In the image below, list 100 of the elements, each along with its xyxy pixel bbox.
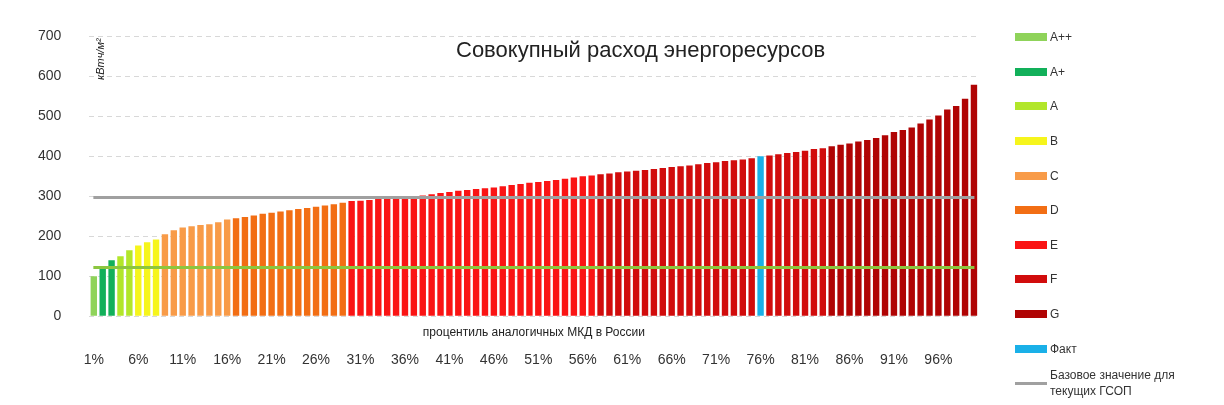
bar xyxy=(801,150,809,316)
bar xyxy=(215,222,222,316)
bar xyxy=(419,195,426,316)
bar xyxy=(890,131,898,316)
y-tick-label: 600 xyxy=(38,67,62,84)
bar xyxy=(277,211,284,316)
bar xyxy=(330,204,338,316)
bar xyxy=(472,189,480,316)
bar xyxy=(241,217,249,316)
bar xyxy=(268,212,275,316)
x-tick-label: 61% xyxy=(613,351,642,368)
bar xyxy=(677,166,684,316)
bar xyxy=(686,165,693,316)
y-tick-label: 400 xyxy=(38,147,62,164)
bar xyxy=(375,199,382,316)
legend-label: F xyxy=(1050,271,1058,288)
bar xyxy=(944,109,951,316)
bar xyxy=(99,268,106,316)
legend-label: A++ xyxy=(1050,29,1073,46)
bar xyxy=(259,213,266,316)
bar xyxy=(712,162,720,316)
bar xyxy=(704,163,711,316)
bar xyxy=(570,177,578,316)
bar xyxy=(126,250,133,316)
bar xyxy=(321,205,329,316)
y-tick-label: 100 xyxy=(38,267,62,284)
x-tick-label: 96% xyxy=(924,351,953,368)
legend-label: C xyxy=(1050,167,1059,184)
bar xyxy=(552,179,560,316)
bar xyxy=(455,190,462,316)
bar xyxy=(961,98,969,316)
y-tick-label: 500 xyxy=(38,107,62,124)
bar xyxy=(135,245,142,316)
bar xyxy=(339,202,346,316)
bar xyxy=(535,181,542,316)
bar xyxy=(508,185,515,316)
bar xyxy=(632,170,640,316)
legend-label: A+ xyxy=(1050,63,1066,80)
bar xyxy=(286,210,293,316)
bar xyxy=(846,143,853,316)
bar xyxy=(312,206,320,316)
bar xyxy=(819,148,827,316)
bar xyxy=(179,227,186,316)
bar xyxy=(624,171,631,316)
x-tick-label: 1% xyxy=(83,351,104,368)
bar xyxy=(197,225,204,316)
bar xyxy=(730,160,738,316)
bar xyxy=(935,115,942,316)
bar xyxy=(295,209,302,316)
bar xyxy=(641,169,649,316)
bar xyxy=(481,188,489,316)
bar xyxy=(250,215,258,316)
bar xyxy=(188,226,195,316)
x-tick-label: 66% xyxy=(657,351,686,368)
x-tick-label: 91% xyxy=(879,351,908,368)
legend-label: D xyxy=(1050,202,1059,219)
legend-label: B xyxy=(1050,133,1059,150)
bar xyxy=(766,155,773,316)
bar xyxy=(303,207,311,316)
x-axis-title: процентиль аналогичных МКД в России xyxy=(422,324,645,339)
bar xyxy=(232,218,240,316)
bar xyxy=(721,161,729,316)
x-tick-label: 51% xyxy=(524,351,553,368)
bar xyxy=(357,200,364,316)
legend-label: G xyxy=(1050,306,1060,323)
bar xyxy=(784,153,791,316)
bar xyxy=(161,234,169,316)
bar xyxy=(366,199,373,316)
bar xyxy=(748,158,755,316)
bar xyxy=(108,260,115,316)
bar xyxy=(837,144,844,316)
legend-label: Факт xyxy=(1050,340,1077,357)
bar xyxy=(170,230,178,316)
bar xyxy=(597,174,604,316)
x-tick-label: 16% xyxy=(213,351,242,368)
bar xyxy=(579,176,586,316)
x-tick-label: 6% xyxy=(128,351,149,368)
bar xyxy=(401,196,409,316)
bar xyxy=(90,276,97,316)
bar xyxy=(544,181,551,316)
bar xyxy=(864,139,871,316)
bar xyxy=(392,197,400,316)
bar xyxy=(410,196,418,316)
bar xyxy=(917,123,924,316)
x-tick-label: 21% xyxy=(257,351,286,368)
x-tick-label: 31% xyxy=(346,351,375,368)
x-tick-label: 41% xyxy=(435,351,464,368)
bar xyxy=(517,183,524,316)
bar xyxy=(499,186,506,316)
chart-title: Совокупный расход энергоресурсов xyxy=(456,37,826,63)
bar xyxy=(117,256,124,316)
bar xyxy=(606,173,613,316)
bar xyxy=(739,159,746,316)
bar xyxy=(668,167,675,316)
bar xyxy=(792,151,800,316)
bar xyxy=(952,105,960,316)
x-tick-label: 76% xyxy=(746,351,775,368)
bar xyxy=(855,141,862,316)
bar xyxy=(152,239,160,316)
x-tick-label: 71% xyxy=(702,351,731,368)
